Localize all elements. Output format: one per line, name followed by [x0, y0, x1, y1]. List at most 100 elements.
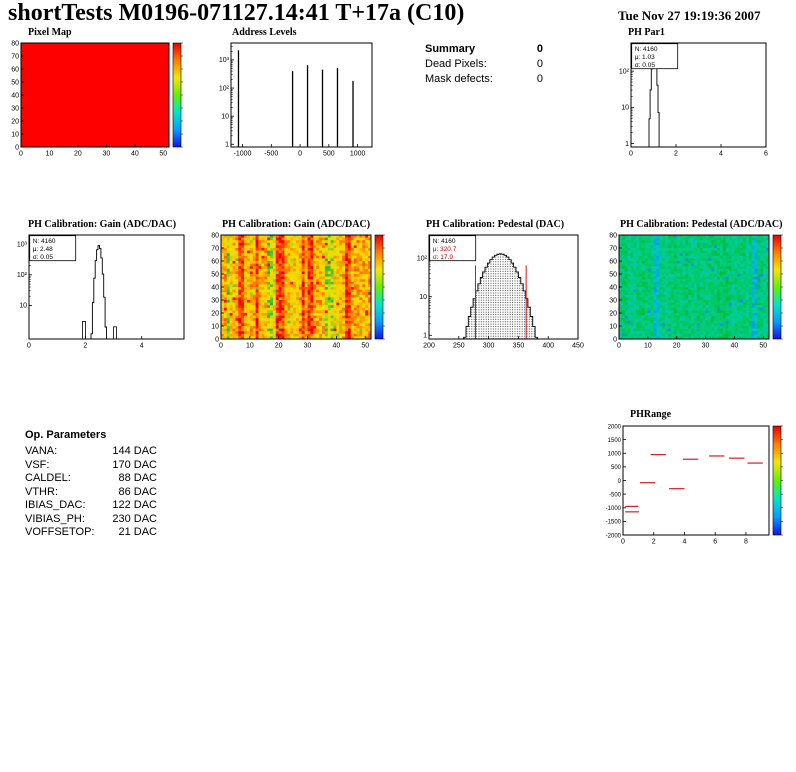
value: 230 DAC [112, 512, 157, 525]
svg-text:50: 50 [159, 151, 167, 158]
svg-text:20: 20 [74, 151, 82, 158]
svg-text:-1500: -1500 [606, 520, 622, 526]
svg-text:1000: 1000 [350, 151, 366, 158]
label: VSF: [25, 458, 50, 471]
svg-text:-1000: -1000 [234, 151, 252, 158]
svg-text:0: 0 [215, 336, 219, 343]
svg-text:2: 2 [652, 539, 656, 546]
svg-text:20: 20 [673, 343, 681, 350]
svg-text:10: 10 [644, 343, 652, 350]
svg-text:60: 60 [211, 258, 219, 265]
svg-text:300: 300 [483, 343, 495, 350]
svg-text:4: 4 [140, 343, 144, 350]
svg-text:400: 400 [542, 343, 554, 350]
svg-text:200: 200 [423, 343, 435, 350]
value: 21 DAC [118, 526, 157, 538]
value: 144 DAC [112, 445, 157, 457]
svg-text:0: 0 [629, 151, 633, 158]
svg-text:500: 500 [323, 151, 335, 158]
svg-text:1: 1 [625, 141, 629, 148]
svg-text:20: 20 [609, 310, 617, 317]
svg-text:σ: 17.9: σ: 17.9 [433, 254, 454, 261]
svg-text:10: 10 [246, 343, 254, 350]
label: VANA: [25, 445, 58, 457]
svg-text:40: 40 [11, 92, 19, 99]
svg-text:6: 6 [713, 539, 717, 546]
svg-text:40: 40 [332, 343, 340, 350]
svg-text:-1000: -1000 [606, 506, 622, 512]
op-parameters-title: Op. Parameters [25, 429, 107, 441]
ph-par1-panel: PH Par1 0 2 4 6 1 10 10² N: 4160 μ: 1.03 σ: 0.05 [606, 26, 772, 160]
svg-text:30: 30 [304, 343, 312, 350]
svg-text:10²: 10² [219, 85, 230, 92]
svg-text:N: 4160: N: 4160 [33, 238, 56, 245]
value: 0 [536, 58, 543, 70]
svg-text:μ: 320.7: μ: 320.7 [433, 246, 457, 253]
svg-text:80: 80 [11, 40, 19, 47]
label: CALDEL: [25, 472, 71, 484]
svg-text:N: 4160: N: 4160 [433, 238, 456, 245]
svg-text:10: 10 [211, 323, 219, 330]
value: 86 DAC [118, 485, 157, 498]
svg-text:70: 70 [609, 245, 617, 252]
summary-value: 0 [536, 43, 543, 55]
summary-title: Summary [425, 43, 476, 55]
pedestal-hist-panel: PH Calibration: Pedestal (DAC) 200 250 300… [404, 218, 584, 352]
svg-text:30: 30 [702, 343, 710, 350]
svg-text:80: 80 [211, 232, 219, 239]
svg-text:10³: 10³ [17, 242, 28, 249]
page-title: shortTests M0196-071127.14:41 T+17a (C10… [8, 0, 465, 26]
svg-text:N: 4160: N: 4160 [635, 46, 658, 53]
svg-text:20: 20 [211, 310, 219, 317]
gain-hist-panel: PH Calibration: Gain (ADC/DAC) 0 2 4 10 10² 1… [4, 218, 190, 352]
svg-text:0: 0 [613, 336, 617, 343]
svg-text:0: 0 [621, 539, 625, 546]
svg-text:4: 4 [683, 539, 687, 546]
svg-text:10³: 10³ [219, 57, 230, 64]
chart-title: PH Calibration: Pedestal (DAC) [426, 219, 565, 230]
svg-text:μ: 1.03: μ: 1.03 [635, 54, 655, 61]
svg-text:1000: 1000 [608, 452, 622, 458]
svg-text:20: 20 [11, 118, 19, 125]
label: Mask defects: [425, 73, 493, 85]
ph-range-chart: 0 2 4 6 8 2000 1500 1000 500 0 -500 -1000 -1500 -2000 [606, 424, 783, 546]
svg-text:250: 250 [453, 343, 465, 350]
op-parameters-panel: Op. Parameters VANA: 144 DAC VSF: 170 DAC … [25, 428, 157, 540]
svg-text:-500: -500 [264, 151, 278, 158]
svg-text:4: 4 [719, 151, 723, 158]
label: IBIAS_DAC: [25, 499, 86, 511]
svg-text:450: 450 [572, 343, 584, 350]
svg-text:30: 30 [211, 297, 219, 304]
svg-text:0: 0 [27, 343, 31, 350]
svg-text:10: 10 [419, 294, 427, 301]
svg-text:350: 350 [513, 343, 525, 350]
timestamp: Tue Nov 27 19:19:36 2007 [618, 8, 761, 23]
svg-text:50: 50 [609, 271, 617, 278]
svg-text:50: 50 [361, 343, 369, 350]
chart-title: PHRange [630, 409, 672, 420]
svg-text:40: 40 [609, 284, 617, 291]
svg-text:50: 50 [11, 79, 19, 86]
svg-text:0: 0 [298, 151, 302, 158]
svg-text:0: 0 [618, 479, 622, 485]
svg-text:10: 10 [621, 105, 629, 112]
value: 88 DAC [118, 472, 157, 484]
svg-text:50: 50 [759, 343, 767, 350]
svg-text:80: 80 [609, 232, 617, 239]
label: VTHR: [25, 485, 58, 498]
svg-text:6: 6 [764, 151, 768, 158]
svg-text:70: 70 [211, 245, 219, 252]
svg-text:-2000: -2000 [606, 533, 622, 539]
label: Dead Pixels: [425, 58, 487, 70]
svg-text:1: 1 [225, 142, 229, 149]
svg-text:10²: 10² [17, 272, 28, 279]
pedestal-map-panel: PH Calibration: Pedestal (ADC/DAC) 0 10 20… [604, 218, 796, 352]
chart-title: PH Calibration: Gain (ADC/DAC) [28, 219, 177, 230]
chart-title: PH Calibration: Gain (ADC/DAC) [222, 219, 371, 230]
svg-text:60: 60 [11, 66, 19, 73]
svg-text:0: 0 [617, 343, 621, 350]
svg-text:σ: 0.05: σ: 0.05 [33, 254, 54, 261]
svg-text:0: 0 [219, 343, 223, 350]
